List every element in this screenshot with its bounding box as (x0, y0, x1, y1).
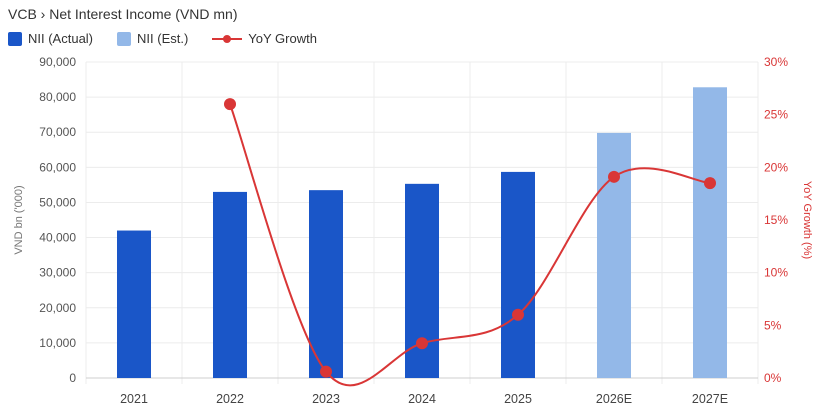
y-axis-title: VND bn ('000) (13, 185, 25, 254)
y2-tick-label: 5% (764, 318, 782, 332)
bar-nii-actual (309, 190, 343, 378)
x-tick-label: 2025 (504, 392, 532, 406)
y-tick-label: 40,000 (39, 231, 76, 245)
growth-point (704, 177, 716, 190)
y2-tick-label: 20% (764, 160, 788, 174)
y-tick-label: 20,000 (39, 301, 76, 315)
legend-swatch-est (117, 31, 132, 46)
bar-nii-est (597, 132, 631, 378)
legend-item-yoy-growth[interactable]: YoY Growth (212, 31, 317, 46)
y2-tick-label: 10% (764, 266, 788, 280)
y2-tick-label: 0% (764, 371, 782, 385)
bar-nii-actual (117, 230, 151, 378)
legend-item-nii-actual[interactable]: NII (Actual) (8, 31, 93, 46)
legend: NII (Actual) NII (Est.) YoY Growth (8, 31, 341, 46)
y2-axis-title: YoY Growth (%) (801, 181, 813, 259)
growth-point (320, 365, 332, 378)
x-tick-label: 2021 (120, 392, 148, 406)
bar-nii-est (693, 87, 727, 378)
x-tick-label: 2023 (312, 392, 340, 406)
y-tick-label: 90,000 (39, 55, 76, 69)
bar-nii-actual (213, 191, 247, 378)
legend-swatch-growth (212, 32, 243, 46)
y2-tick-label: 30% (764, 55, 788, 69)
legend-item-nii-est[interactable]: NII (Est.) (117, 31, 188, 46)
y-tick-label: 0 (69, 371, 76, 385)
growth-point (512, 308, 524, 321)
legend-label-est: NII (Est.) (137, 31, 189, 46)
legend-label-growth: YoY Growth (248, 31, 317, 46)
x-tick-label: 2027E (692, 392, 728, 406)
y2-tick-label: 25% (764, 108, 788, 122)
legend-label-actual: NII (Actual) (28, 31, 94, 46)
y-tick-label: 80,000 (39, 90, 76, 104)
y-tick-label: 70,000 (39, 125, 76, 139)
y-tick-label: 30,000 (39, 266, 76, 280)
chart-title: VCB › Net Interest Income (VND mn) (8, 6, 238, 22)
y-tick-label: 10,000 (39, 336, 76, 350)
bar-nii-actual (501, 171, 535, 378)
y-tick-label: 60,000 (39, 160, 76, 174)
y2-tick-label: 15% (764, 213, 788, 227)
x-tick-label: 2024 (408, 392, 436, 406)
legend-swatch-actual (8, 31, 22, 46)
x-tick-label: 2026E (596, 392, 632, 406)
y-tick-label: 50,000 (39, 195, 76, 209)
growth-point (608, 170, 620, 183)
x-tick-label: 2022 (216, 392, 244, 406)
growth-point (416, 337, 428, 350)
growth-point (224, 98, 236, 111)
